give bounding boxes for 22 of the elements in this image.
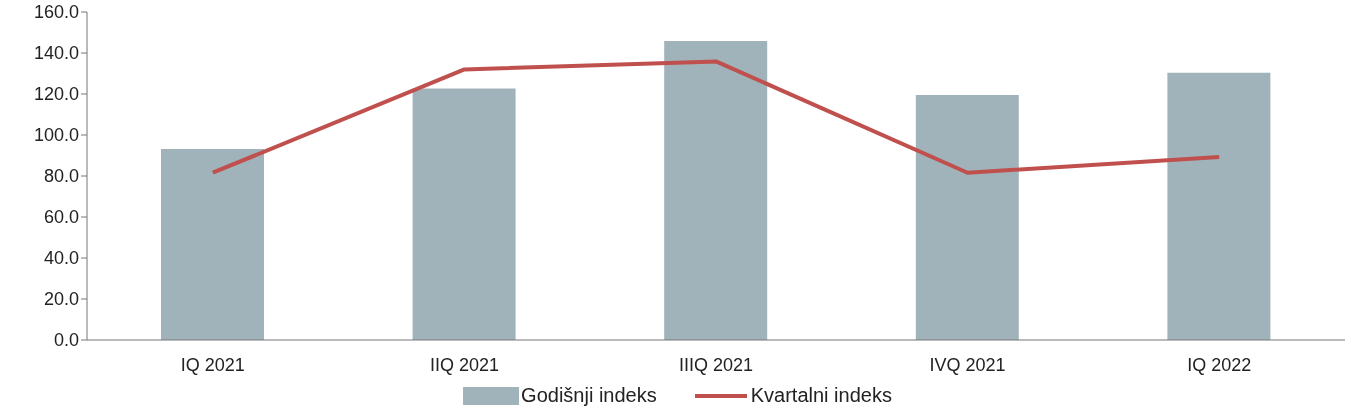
bar <box>664 41 768 340</box>
line-series <box>210 59 1222 175</box>
bar <box>915 95 1019 340</box>
bar <box>412 88 516 340</box>
y-tick-label: 80.0 <box>43 166 79 187</box>
legend-label: Kvartalni indeks <box>749 384 892 407</box>
y-tick-label: 0.0 <box>53 330 79 351</box>
bar <box>161 148 264 340</box>
y-tick-label: 20.0 <box>43 289 79 310</box>
y-tick-label: 60.0 <box>43 207 79 228</box>
x-tick-label: IQ 2021 <box>180 354 245 375</box>
y-tick-label: 100.0 <box>33 125 79 146</box>
bar <box>1167 72 1271 340</box>
x-tick-label: IVQ 2021 <box>929 354 1006 375</box>
y-tick-label: 160.0 <box>33 2 79 23</box>
y-tick-label: 40.0 <box>43 248 79 269</box>
y-tick-label: 120.0 <box>33 84 79 105</box>
x-tick-label: IIQ 2021 <box>429 354 499 375</box>
x-tick-label: IQ 2022 <box>1187 354 1252 375</box>
x-tick-label: IIIQ 2021 <box>678 354 754 375</box>
legend-label: Godišnji indeks <box>520 384 657 407</box>
y-tick-label: 140.0 <box>33 43 79 64</box>
